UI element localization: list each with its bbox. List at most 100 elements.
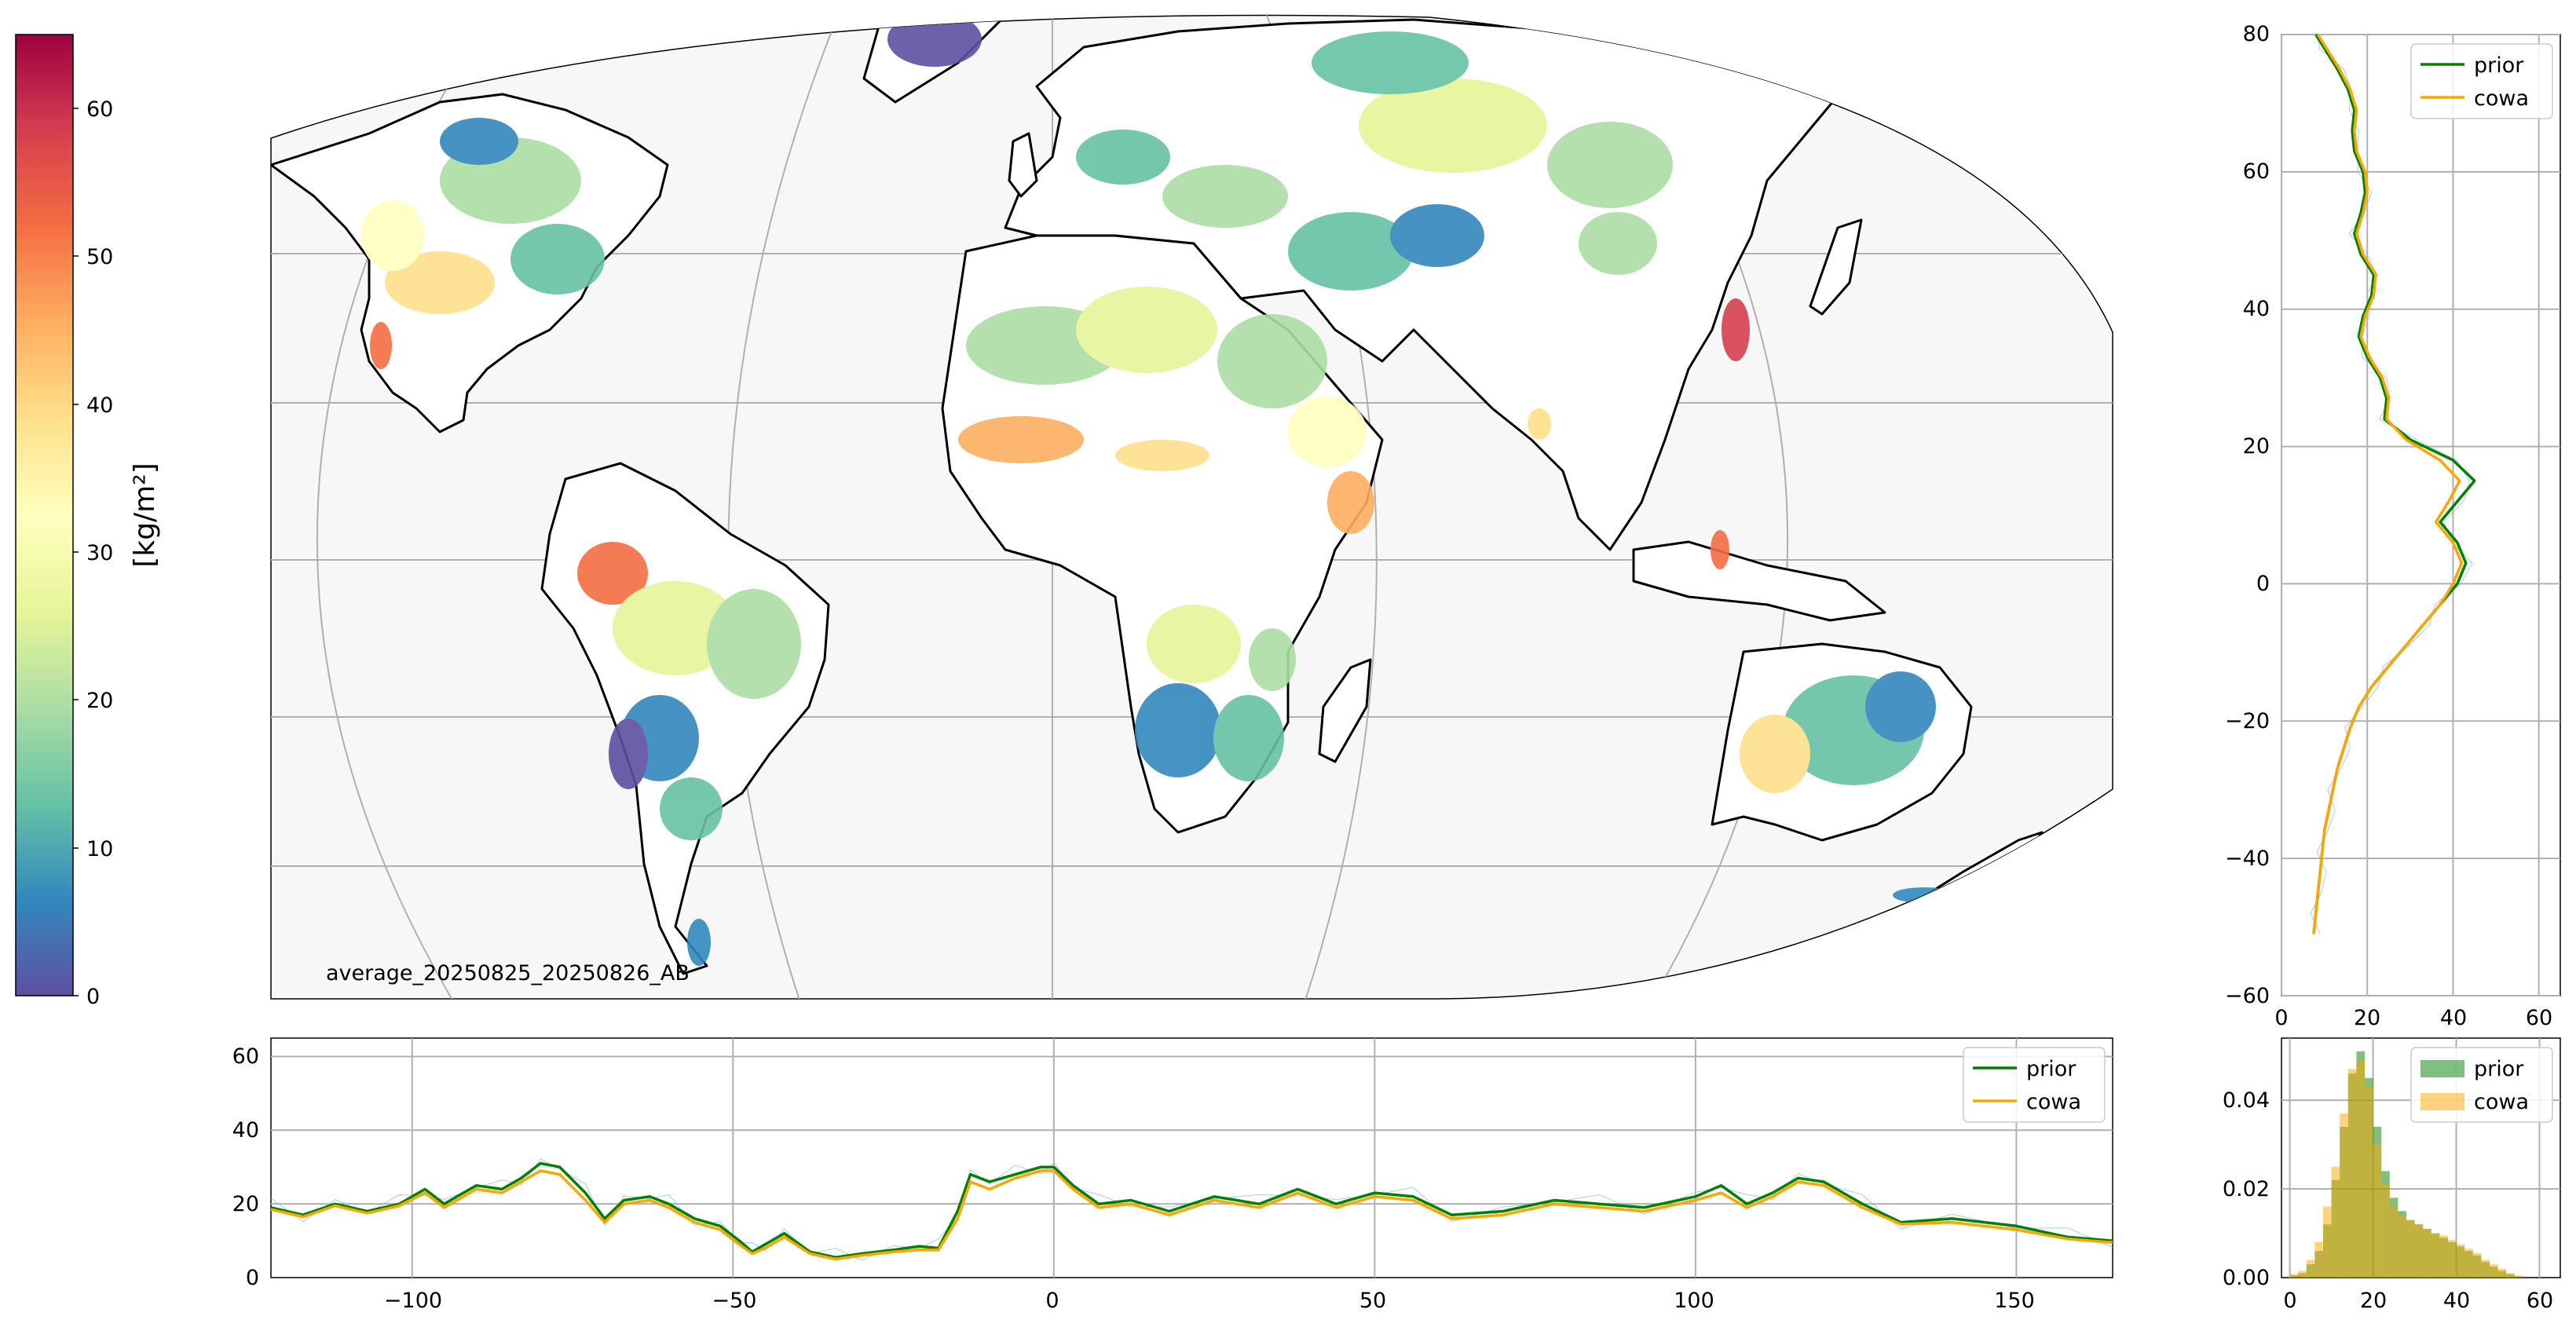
map-annotation: average_20250825_20250826_AB (326, 961, 690, 985)
lat-y-tick-labels: −60 −40 −20 0 20 40 60 80 (2225, 22, 2270, 1008)
hist-bar-cowa (2389, 1206, 2399, 1278)
lon-legend: prior cowa (1963, 1047, 2106, 1123)
hist-bar-cowa (2439, 1235, 2448, 1278)
hist-bar-cowa (2506, 1273, 2515, 1278)
lat-y-tick: 40 (2243, 297, 2270, 321)
colorbar-tick-label: 30 (86, 541, 113, 565)
colorbar-tick-label: 50 (86, 245, 113, 269)
lat-y-tick: 60 (2243, 159, 2270, 184)
colorbar-tick-label: 60 (86, 97, 113, 122)
lat-line-cowa (2312, 34, 2464, 934)
colorbar-label: [kg/m²] (129, 463, 161, 567)
hist-bar-cowa (2306, 1260, 2315, 1278)
lon-gridlines (271, 1038, 2113, 1278)
lat-legend-box (2410, 43, 2553, 119)
lat-legend-cowa-label: cowa (2474, 86, 2529, 111)
hist-bar-cowa (2497, 1268, 2507, 1278)
hist-bar-cowa (2365, 1087, 2373, 1278)
colorbar: 0 10 20 30 40 50 60 [kg/m²] (15, 34, 161, 1009)
hist-x-tick: 60 (2527, 1289, 2553, 1313)
hist-bar-cowa (2472, 1252, 2482, 1278)
lon-x-tick: 100 (1674, 1289, 1714, 1313)
data-field (361, 15, 1956, 966)
lat-x-tick-labels: 0 20 40 60 (2274, 1006, 2552, 1030)
lat-legend: prior cowa (2410, 43, 2553, 119)
hist-bar-cowa (2447, 1240, 2457, 1278)
lat-y-tick: 0 (2256, 572, 2270, 596)
uk-ireland (1008, 132, 1038, 198)
hist-bar-cowa (2406, 1219, 2415, 1278)
hist-y-tick: 0.02 (2223, 1177, 2270, 1201)
colorbar-tick-label: 10 (86, 837, 113, 861)
lon-series (270, 1158, 2113, 1261)
hist-legend-cowa-label: cowa (2474, 1090, 2529, 1114)
hist-x-tick: 40 (2443, 1289, 2470, 1313)
lon-line-cowa (270, 1169, 2113, 1261)
hist-bar-cowa (2464, 1249, 2473, 1278)
hist-legend: prior cowa (2410, 1047, 2553, 1123)
hist-legend-prior-swatch (2420, 1060, 2464, 1077)
hist-bar-cowa (2431, 1233, 2440, 1278)
lat-y-tick: −20 (2225, 709, 2270, 733)
lat-plot-frame (2281, 34, 2561, 996)
hist-bars (2289, 1051, 2523, 1278)
lon-legend-prior-label: prior (2026, 1057, 2077, 1081)
hist-bar-cowa (2340, 1113, 2348, 1278)
hist-bar-cowa (2347, 1069, 2357, 1278)
hist-bar-cowa (2323, 1206, 2332, 1278)
lat-legend-prior-label: prior (2474, 53, 2524, 78)
colorbar-ticks: 0 10 20 30 40 50 60 (73, 97, 113, 1009)
lat-y-tick: −60 (2225, 984, 2270, 1008)
hist-bar-cowa (2481, 1260, 2490, 1278)
hist-x-tick: 20 (2360, 1289, 2387, 1313)
japan (1809, 218, 1863, 316)
lat-x-tick: 0 (2274, 1006, 2288, 1030)
lat-x-tick: 40 (2440, 1006, 2467, 1030)
lon-x-tick: 150 (1994, 1289, 2035, 1313)
lon-line-prior (270, 1161, 2113, 1259)
madagascar (1318, 658, 1372, 763)
lon-y-tick: 40 (232, 1118, 259, 1143)
histogram-panel: 0.00 0.02 0.04 0 20 40 60 prior cowa (2223, 1037, 2561, 1313)
hist-bar-cowa (2373, 1144, 2382, 1278)
hist-bar-cowa (2289, 1274, 2299, 1278)
lon-x-tick: 0 (1045, 1289, 1059, 1313)
lon-plot-frame (270, 1037, 2113, 1278)
hist-y-tick: 0.00 (2223, 1266, 2270, 1290)
hist-y-tick: 0.04 (2223, 1088, 2270, 1113)
lon-x-tick-labels: −100 −50 0 50 100 150 (384, 1289, 2035, 1313)
hist-legend-cowa-swatch (2420, 1093, 2464, 1110)
lon-x-tick: −100 (384, 1289, 442, 1313)
latitude-profile-panel: −60 −40 −20 0 20 40 60 80 0 20 40 60 pri… (2225, 22, 2561, 1030)
colorbar-tick-label: 0 (86, 985, 100, 1009)
lon-y-tick: 0 (246, 1266, 259, 1290)
hist-bar-cowa (2489, 1264, 2498, 1278)
lon-x-tick: 50 (1359, 1289, 1386, 1313)
colorbar-tick-label: 40 (86, 393, 113, 418)
lat-y-tick: 80 (2243, 22, 2270, 46)
hist-bar-cowa (2456, 1244, 2465, 1278)
colorbar-tick-label: 20 (86, 689, 113, 713)
hist-bar-cowa (2356, 1060, 2365, 1278)
hist-y-tick-labels: 0.00 0.02 0.04 (2223, 1088, 2270, 1290)
hist-bar-cowa (2398, 1215, 2406, 1278)
lat-x-tick: 20 (2354, 1006, 2380, 1030)
lon-legend-box (1963, 1047, 2106, 1123)
hist-bar-cowa (2298, 1271, 2307, 1278)
longitude-profile-panel: 0 20 40 60 −100 −50 0 50 100 150 prior c… (232, 1037, 2113, 1313)
lon-legend-cowa-label: cowa (2026, 1090, 2081, 1114)
map-panel: average_20250825_20250826_AB (270, 14, 2113, 1000)
hist-bar-cowa (2314, 1241, 2323, 1278)
lon-y-tick-labels: 0 20 40 60 (232, 1044, 259, 1290)
hist-bar-cowa (2423, 1228, 2431, 1278)
lat-y-tick: −40 (2225, 847, 2270, 871)
lat-series (2310, 34, 2476, 934)
hist-x-tick-labels: 0 20 40 60 (2283, 1289, 2553, 1313)
hist-x-tick: 0 (2283, 1289, 2296, 1313)
hist-legend-prior-label: prior (2474, 1057, 2524, 1081)
lon-x-tick: −50 (712, 1289, 757, 1313)
hist-bar-cowa (2381, 1184, 2390, 1278)
hist-bar-cowa (2414, 1224, 2424, 1278)
hist-bar-cowa (2514, 1275, 2523, 1278)
